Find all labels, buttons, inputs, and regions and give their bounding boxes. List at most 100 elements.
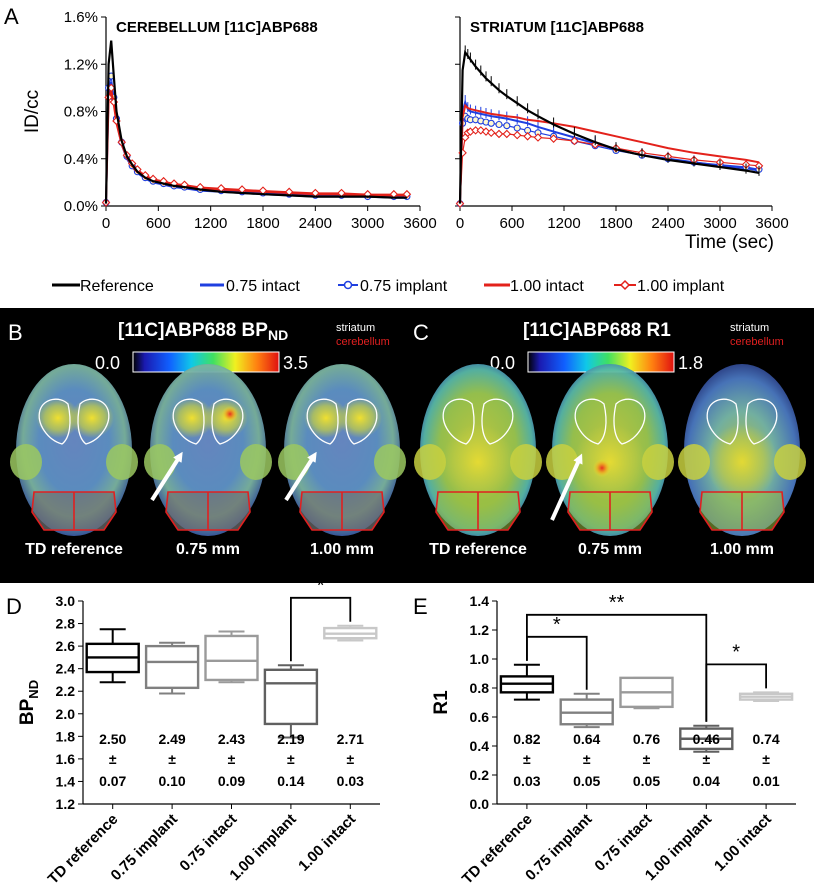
mean-value: 2.50 [99,731,126,747]
plus-minus: ± [523,751,531,767]
y-tick-label: 0.4 [470,738,490,754]
legend-label-implant-100: 1.00 implant [637,278,725,295]
striatum-outline-left [172,398,205,445]
panel-label-e: E [413,594,428,619]
striatum-outline-left [306,398,339,445]
mean-value: 0.74 [752,731,779,747]
y-axis-label-main: BP [17,698,38,725]
implant-arrow [284,451,317,502]
mean-value: 2.71 [337,731,364,747]
brain-lobe-left [10,444,42,480]
y-tick-label: 1.2 [56,796,76,812]
series-line-1-00-intact [459,103,760,204]
brain-lobe-right [106,444,138,480]
panel-c-label-075: 0.75 mm [578,541,642,558]
brain-lobe-right [774,444,806,480]
y-axis-label-sub: ND [26,680,41,699]
significance-label: ** [609,592,625,614]
brain-lobe-left [414,444,446,480]
brain-hotspot [222,406,238,422]
tac-legend: Reference 0.75 intact 0.75 implant 1.00 … [52,278,725,295]
box [144,644,200,690]
x-tick-label: 2400 [651,215,684,232]
box [204,634,259,682]
x-tick-label: 600 [499,215,524,232]
cerebellum-tac-chart: 0 600 1200 1800 2400 3000 3600 0.0% 0.4% 0.8% 1.2%… [22,9,437,232]
striatum-outline-left [574,398,607,445]
x-tick-label: 3600 [403,215,436,232]
y-tick-label: 1.2% [64,56,98,73]
panel-c-scale-max: 1.8 [678,353,703,373]
brain-lobe-right [374,444,406,480]
plus-minus: ± [583,751,591,767]
brain-image [678,364,806,536]
legend-marker-implant-075 [343,280,353,290]
y-tick-label: 0.8% [64,104,98,121]
brain-image [144,364,272,536]
striatum-outline-right [481,398,514,445]
brain-hotspot [70,398,114,438]
panel-label-c: C [413,320,429,345]
y-tick-label: 2.0 [56,706,76,722]
mean-value: 0.76 [633,731,660,747]
series-line-1-00-intact [105,89,407,204]
plus-minus: ± [702,751,710,767]
panel-c-legend-cerebellum: cerebellum [730,336,784,348]
brain-lobe-left [546,444,578,480]
series-line-0-75-intact [105,81,407,204]
panel-label-b: B [8,320,23,345]
data-point [533,133,543,142]
y-tick-label: 2.4 [56,661,76,677]
striatum-tac-chart: 0 600 1200 1800 2400 3000 3600 STRIATUM [11C]AB… [455,16,789,253]
significance-bracket [290,596,352,662]
brain-image [546,364,674,536]
plus-minus: ± [346,751,354,767]
significance-bracket [705,663,767,722]
y-tick-label: 1.8 [56,728,76,744]
brain-image [278,364,406,536]
plus-minus: ± [228,751,236,767]
plus-minus: ± [762,751,770,767]
brain-images [10,364,806,536]
data-point [494,129,504,139]
y-tick-label: 2.2 [56,683,76,699]
brain-lobe-right [240,444,272,480]
striatum-outline-left [38,398,71,445]
implant-arrow [550,453,583,521]
brain-lobe-left [144,444,176,480]
cerebellum-outline [299,491,385,531]
cerebellum-outline [435,491,521,531]
panel-b-scale-min: 0.0 [95,353,120,373]
x-tick-label: 1800 [599,215,632,232]
data-point [503,122,511,130]
y-tick-label: 0.0 [470,796,490,812]
striatum-outline-left [706,398,739,445]
significance-label: * [732,641,740,663]
x-tick-label: 1800 [246,215,279,232]
x-tick-label: 0.75 intact [176,811,240,875]
data-point [513,124,521,132]
y-tick-label: 0.8 [470,680,490,696]
brain-hotspot [442,424,514,500]
brain-hotspot [574,424,646,500]
brain-lobe-right [510,444,542,480]
y-tick-label: 1.2 [470,622,490,638]
panel-label-d: D [6,594,22,619]
mean-value: 2.43 [218,731,245,747]
x-tick-label: 2400 [299,215,332,232]
x-tick-label: 3000 [351,215,384,232]
brain-lobe-left [678,444,710,480]
y-tick-label: 0.0% [64,198,98,215]
sd-value: 0.04 [693,773,720,789]
panel-b-legend-cerebellum: cerebellum [336,336,390,348]
data-point [502,129,512,139]
chart-title: STRIATUM [11C]ABP688 [470,19,644,36]
striatum-outline-right [77,398,110,445]
r1-box-chart: 0.0 0.2 0.4 0.6 0.8 1.0 1.2 1.4 R1 0.82 ±0.03 TD re… [431,592,796,888]
implant-arrow [150,451,183,502]
x-tick-label: 0 [456,215,464,232]
data-point [570,136,579,146]
data-point [512,130,522,140]
striatum-outline-right [613,398,646,445]
panel-label-a: A [4,4,19,29]
